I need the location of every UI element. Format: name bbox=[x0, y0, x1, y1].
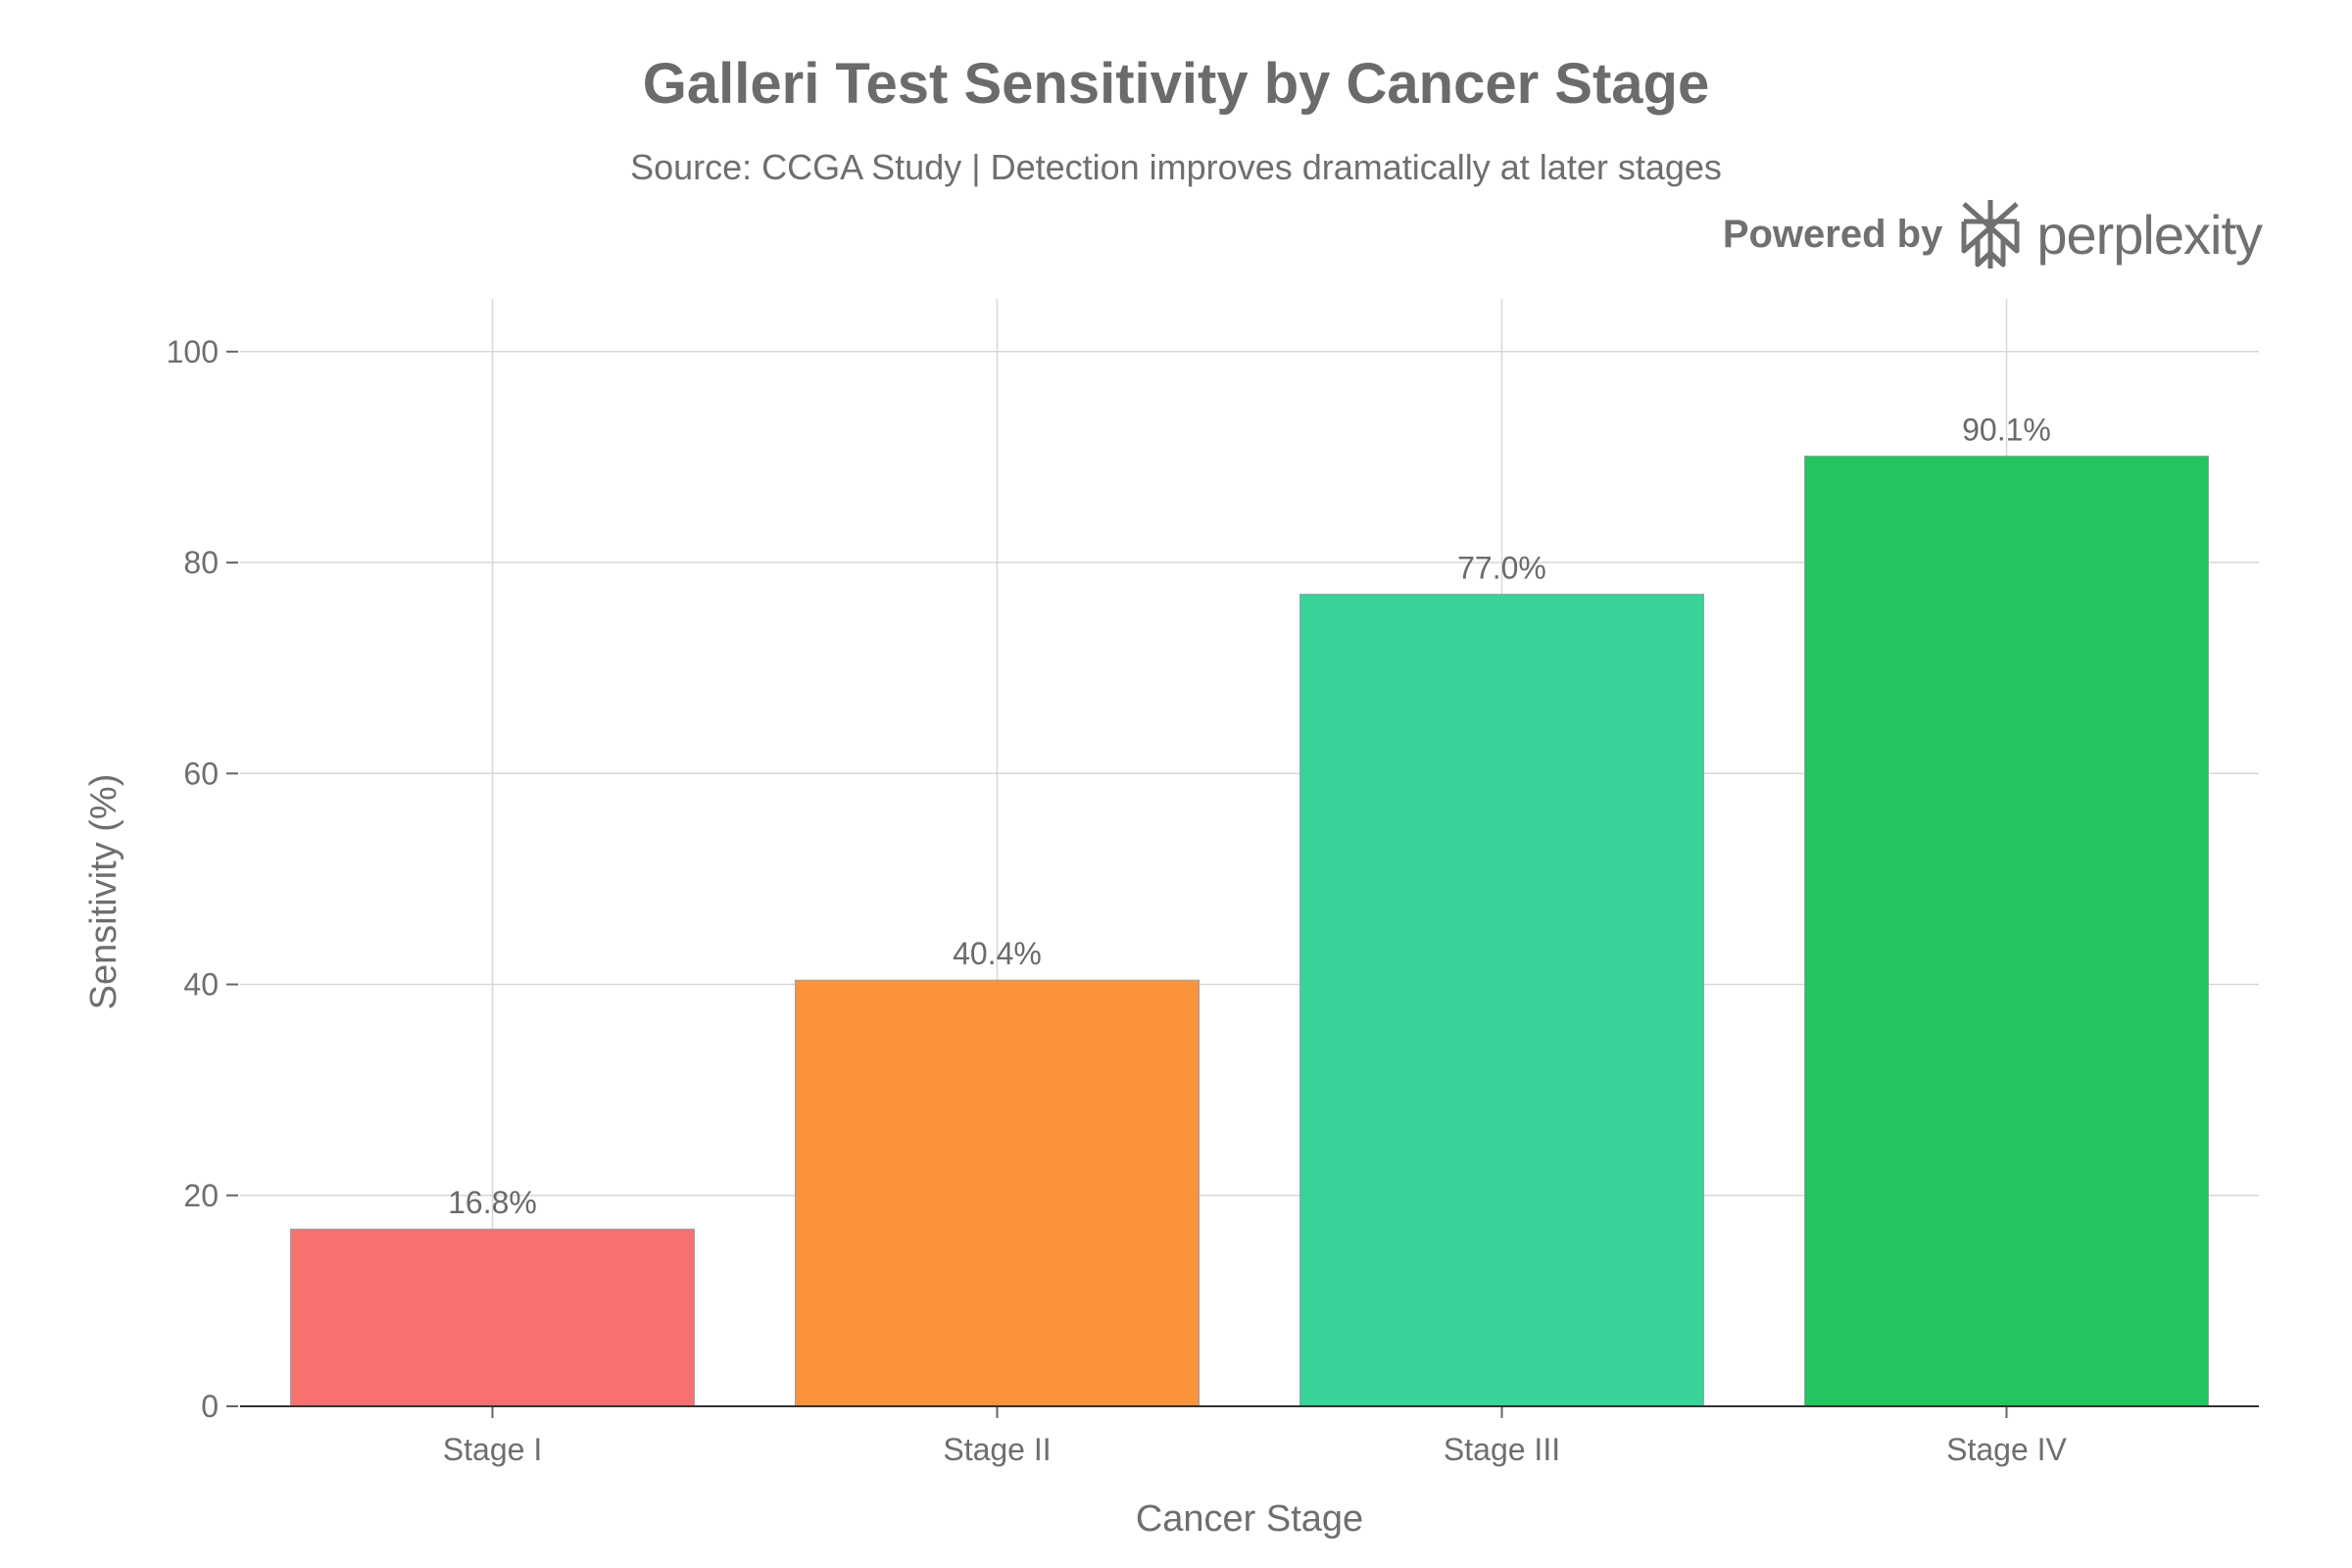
y-tick-label: 40 bbox=[183, 967, 219, 1003]
brand-prefix: Powered by bbox=[1722, 212, 1943, 256]
brand-badge[interactable]: Powered by perplexity bbox=[1722, 196, 2263, 272]
bar-stage-iv[interactable] bbox=[1804, 455, 2209, 1407]
perplexity-logo-icon bbox=[1961, 200, 2020, 269]
bars bbox=[290, 455, 2209, 1407]
chart-title: Galleri Test Sensitivity by Cancer Stage bbox=[642, 52, 1710, 116]
value-labels: 16.8% 40.4% 77.0% 90.1% bbox=[448, 412, 2051, 1220]
bar-stage-iii[interactable] bbox=[1299, 593, 1704, 1407]
y-tick-label: 80 bbox=[183, 545, 219, 580]
axes: 0 20 40 60 80 100 Stage I Stage II Stage III Stag… bbox=[167, 334, 2259, 1467]
x-tick-label: Stage III bbox=[1444, 1432, 1560, 1467]
bar-stage-ii[interactable] bbox=[795, 979, 1200, 1407]
y-tick-label: 0 bbox=[201, 1389, 219, 1424]
y-tick-label: 100 bbox=[167, 334, 219, 369]
bar-value-label: 40.4% bbox=[953, 936, 1042, 971]
bar-value-label: 90.1% bbox=[1962, 412, 2051, 447]
x-axis-title: Cancer Stage bbox=[1136, 1498, 1363, 1540]
bar-stage-i[interactable] bbox=[290, 1228, 695, 1407]
y-tick-label: 60 bbox=[183, 756, 219, 791]
chart-subtitle: Source: CCGA Study | Detection improves … bbox=[630, 147, 1722, 187]
y-axis-title: Sensitivity (%) bbox=[83, 774, 124, 1010]
y-tick-label: 20 bbox=[183, 1178, 219, 1213]
x-tick-label: Stage IV bbox=[1946, 1432, 2067, 1467]
brand-name: perplexity bbox=[2036, 203, 2263, 266]
bar-value-label: 16.8% bbox=[448, 1185, 537, 1220]
x-tick-label: Stage I bbox=[443, 1432, 542, 1467]
x-tick-label: Stage II bbox=[943, 1432, 1051, 1467]
bar-value-label: 77.0% bbox=[1457, 550, 1546, 585]
